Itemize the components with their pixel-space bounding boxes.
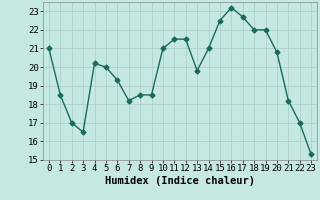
X-axis label: Humidex (Indice chaleur): Humidex (Indice chaleur) xyxy=(105,176,255,186)
